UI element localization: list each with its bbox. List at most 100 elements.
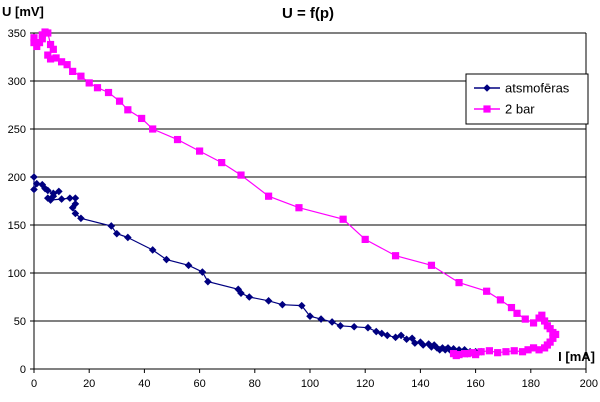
- data-point: [336, 322, 345, 330]
- data-point: [485, 347, 493, 355]
- data-point: [510, 347, 518, 355]
- data-point: [549, 334, 557, 342]
- data-point: [104, 88, 113, 97]
- x-tick-label: 200: [580, 378, 598, 390]
- data-point: [46, 196, 55, 204]
- chart-title: U = f(p): [282, 5, 334, 22]
- data-point: [124, 106, 132, 114]
- y-tick-label: 300: [8, 76, 26, 88]
- data-point: [71, 209, 80, 218]
- data-point: [424, 340, 433, 348]
- y-tick-label: 200: [8, 172, 26, 184]
- y-tick-label: 50: [14, 316, 26, 328]
- data-point: [295, 204, 303, 212]
- data-point: [441, 346, 450, 354]
- data-point: [449, 350, 458, 358]
- data-point: [245, 293, 254, 301]
- data-point: [184, 261, 193, 270]
- data-point: [115, 97, 124, 105]
- data-point: [317, 315, 325, 323]
- data-point: [529, 344, 538, 352]
- legend-marker: [483, 84, 491, 92]
- data-point: [196, 147, 204, 155]
- data-point: [49, 192, 58, 200]
- data-point: [30, 173, 38, 181]
- data-point: [502, 348, 510, 356]
- y-tick-label: 150: [8, 220, 26, 232]
- data-point: [46, 40, 55, 49]
- data-point: [41, 184, 49, 193]
- data-point: [237, 171, 245, 179]
- data-point: [521, 315, 529, 323]
- x-tick-label: 0: [31, 378, 37, 390]
- series-layer: [30, 28, 560, 360]
- data-point: [38, 35, 46, 43]
- data-point: [541, 317, 549, 325]
- data-point: [44, 194, 52, 202]
- data-point: [63, 61, 71, 69]
- data-point: [455, 351, 463, 359]
- data-point: [350, 322, 358, 331]
- series-atsmoferas: [30, 173, 485, 358]
- data-point: [552, 330, 560, 339]
- x-tick-label: 20: [83, 378, 95, 390]
- data-point: [496, 296, 505, 304]
- data-point: [433, 344, 441, 352]
- data-point: [339, 215, 347, 223]
- data-point: [77, 214, 85, 223]
- data-point: [33, 42, 41, 51]
- data-point: [46, 55, 55, 63]
- data-point: [408, 334, 416, 343]
- data-point: [107, 222, 116, 230]
- data-point: [494, 349, 502, 357]
- data-point: [391, 252, 400, 260]
- data-point: [529, 319, 538, 327]
- data-point: [38, 180, 47, 189]
- x-tick-label: 80: [249, 378, 261, 390]
- data-point: [32, 179, 41, 188]
- data-point: [391, 333, 400, 342]
- data-point: [535, 346, 543, 354]
- data-point: [419, 341, 427, 349]
- data-point: [124, 233, 132, 242]
- data-point: [237, 289, 245, 297]
- data-point: [402, 335, 411, 344]
- data-point: [538, 311, 546, 319]
- data-point: [44, 186, 52, 195]
- y-tick-label: 250: [8, 124, 26, 136]
- data-point: [149, 125, 157, 133]
- data-point: [397, 331, 405, 340]
- data-point: [69, 67, 77, 75]
- data-point: [162, 255, 171, 264]
- data-point: [113, 229, 121, 238]
- data-point: [455, 346, 463, 354]
- series-2-bar: [30, 28, 560, 360]
- data-point: [427, 261, 436, 269]
- x-tick-label: 180: [522, 378, 540, 390]
- data-point: [204, 277, 212, 286]
- data-point: [416, 338, 425, 346]
- data-point: [173, 135, 182, 144]
- data-point: [30, 39, 38, 47]
- data-point: [264, 297, 273, 305]
- data-point: [77, 72, 85, 80]
- data-point: [477, 348, 485, 356]
- legend-label: 2 bar: [505, 102, 535, 117]
- x-tick-label: 140: [411, 378, 429, 390]
- data-point: [513, 309, 521, 317]
- data-point: [383, 331, 392, 340]
- gridlines: [34, 32, 586, 322]
- data-point: [66, 194, 74, 202]
- data-point: [71, 194, 80, 202]
- data-point: [364, 323, 372, 332]
- data-point: [218, 159, 226, 167]
- data-point: [507, 303, 516, 312]
- data-point: [297, 301, 306, 310]
- data-point: [483, 287, 491, 295]
- data-point: [30, 34, 38, 42]
- tick-labels: 0 50 100 150 200 250 300 350 0 20 40 60 80 100 120 140 1…: [8, 28, 598, 390]
- data-point: [455, 279, 463, 287]
- data-point: [518, 348, 527, 356]
- legend-box: [465, 73, 589, 125]
